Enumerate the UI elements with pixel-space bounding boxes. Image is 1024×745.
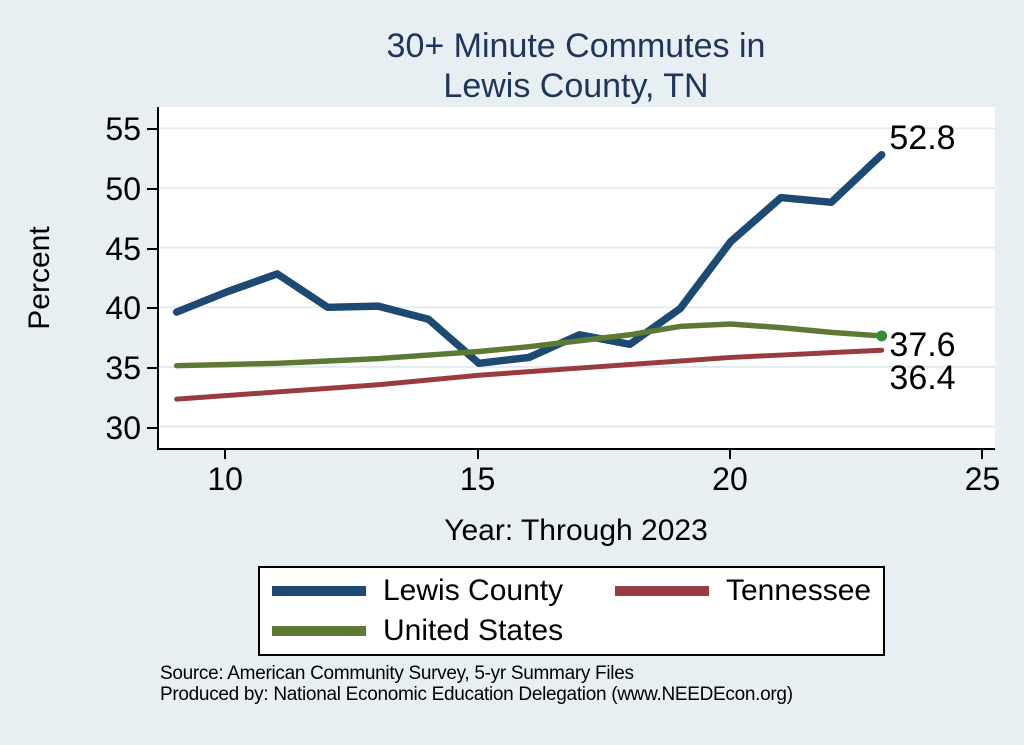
x-tick-mark-25 xyxy=(981,450,984,459)
legend: Lewis County Tennessee United States xyxy=(258,566,885,656)
x-axis-title: Year: Through 2023 xyxy=(444,514,708,547)
y-tick-mark-50 xyxy=(147,187,157,190)
source-line: Source: American Community Survey, 5-yr … xyxy=(160,663,634,684)
x-tick-label-15: 15 xyxy=(459,461,496,497)
legend-label-united-states: United States xyxy=(383,614,564,647)
y-tick-mark-40 xyxy=(147,307,157,310)
legend-item-lewis-county: Lewis County xyxy=(272,571,615,611)
chart-title-line2: Lewis County, TN xyxy=(443,67,709,105)
x-tick-label-10: 10 xyxy=(207,461,243,497)
legend-label-lewis-county: Lewis County xyxy=(383,574,564,607)
series-line-lewis-county xyxy=(172,150,886,368)
producer-line: Produced by: National Economic Education… xyxy=(160,684,793,705)
y-tick-mark-45 xyxy=(147,247,157,250)
series-line-united-states xyxy=(173,321,885,369)
chart-title: 30+ Minute Commutes in Lewis County, TN xyxy=(157,26,995,106)
chart-title-line1: 30+ Minute Commutes in xyxy=(386,27,766,65)
series-line-tennessee xyxy=(174,347,885,402)
legend-item-tennessee: Tennessee xyxy=(615,571,883,611)
y-tick-mark-30 xyxy=(147,427,157,430)
y-tick-label-30: 30 xyxy=(105,410,141,447)
plot-area xyxy=(157,107,995,450)
legend-swatch-united-states xyxy=(272,626,366,636)
series-end-label-united-states: 37.6 xyxy=(889,326,956,365)
series-end-label-tennessee: 36.4 xyxy=(889,358,956,397)
x-tick-mark-20 xyxy=(728,450,731,459)
y-tick-label-55: 55 xyxy=(105,110,141,147)
legend-swatch-lewis-county xyxy=(272,586,366,596)
legend-item-united-states: United States xyxy=(272,611,615,651)
y-tick-label-40: 40 xyxy=(105,290,141,327)
y-tick-mark-55 xyxy=(147,127,157,130)
x-tick-mark-10 xyxy=(224,450,227,459)
x-tick-label-20: 20 xyxy=(712,461,748,497)
plot-svg xyxy=(159,127,995,428)
y-tick-label-45: 45 xyxy=(105,230,141,267)
legend-swatch-tennessee xyxy=(615,586,709,596)
end-marker-united-states xyxy=(876,330,888,342)
source-note: Source: American Community Survey, 5-yr … xyxy=(160,663,793,705)
y-tick-label-50: 50 xyxy=(105,170,141,207)
series-end-label-lewis-county: 52.8 xyxy=(889,118,956,157)
x-tick-label-25: 25 xyxy=(964,461,1001,497)
legend-label-tennessee: Tennessee xyxy=(726,574,872,607)
x-tick-mark-15 xyxy=(476,450,479,459)
y-tick-label-35: 35 xyxy=(105,350,141,387)
y-tick-mark-35 xyxy=(147,367,157,370)
